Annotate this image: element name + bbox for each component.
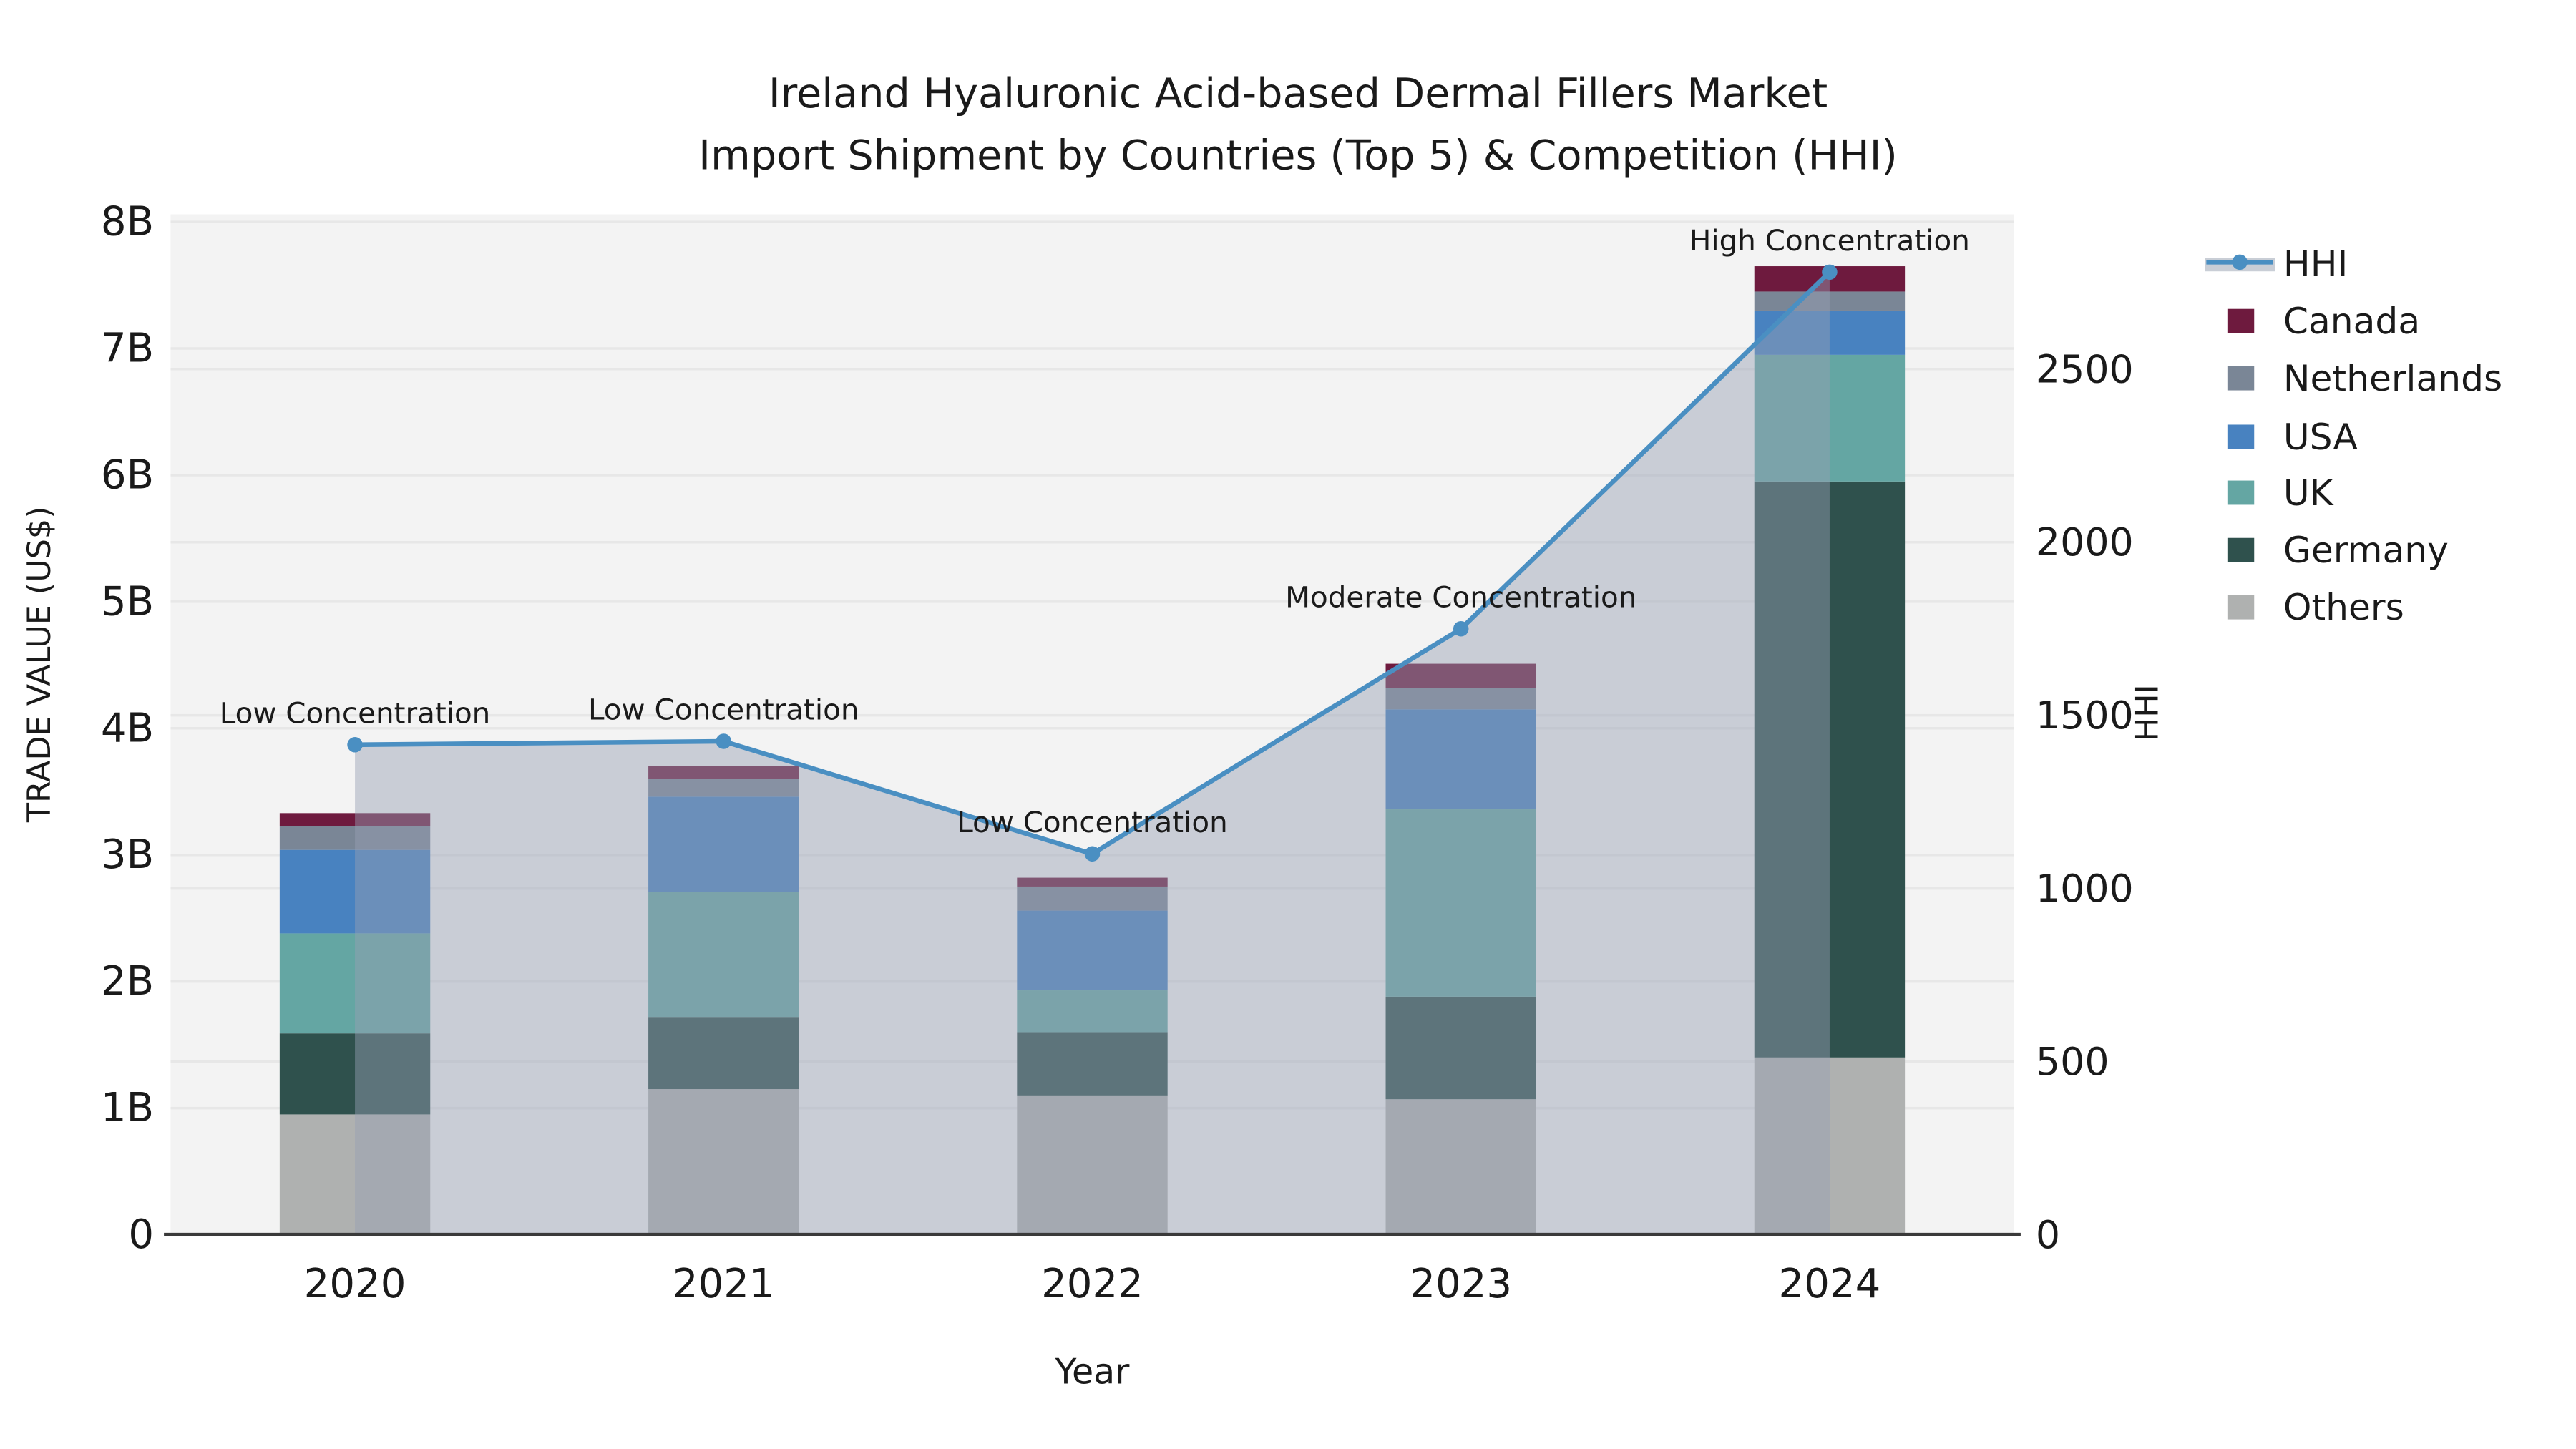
bar-2022-germany — [1017, 1032, 1168, 1096]
bar-2020-usa — [279, 849, 431, 934]
y-right-tick-1500: 1500 — [2036, 693, 2134, 738]
legend-swatch-netherlands — [2227, 366, 2255, 391]
bar-2021-uk — [648, 892, 799, 1018]
chart-title-line1: Ireland Hyaluronic Acid-based Dermal Fil… — [769, 69, 1828, 117]
y-left-axis-title: TRADE VALUE (US$) — [21, 507, 58, 824]
legend-label-canada: Canada — [2283, 300, 2420, 342]
bar-2020-netherlands — [279, 826, 431, 850]
x-tick-2020: 2020 — [304, 1261, 406, 1307]
bar-2023-usa — [1385, 709, 1536, 810]
bar-2024-netherlands — [1754, 291, 1906, 311]
hhi-area-fill — [355, 272, 1830, 1235]
legend-swatch-others — [2227, 595, 2255, 620]
bar-2024-uk — [1754, 354, 1906, 482]
bar-2020-uk — [279, 933, 431, 1034]
annotations: Low Concentration Low Concentration Low Co… — [220, 223, 1970, 839]
bar-2022-canada — [1017, 877, 1168, 887]
hhi-area — [355, 272, 1830, 1235]
bar-2021-usa — [648, 796, 799, 892]
y-right-tick-0: 0 — [2036, 1212, 2060, 1257]
bar-2020-canada — [279, 813, 431, 826]
bar-2021-others — [648, 1089, 799, 1235]
bar-2020-germany — [279, 1033, 431, 1115]
legend-label-germany: Germany — [2283, 529, 2449, 571]
y-left-tick-0: 0 — [128, 1211, 154, 1258]
x-tick-2024: 2024 — [1779, 1261, 1881, 1307]
bar-2023-germany — [1385, 996, 1536, 1100]
annotation-2021: Low Concentration — [588, 693, 859, 727]
x-tick-2023: 2023 — [1410, 1261, 1512, 1307]
y-left-tick-labels: 0 1B 2B 3B 4B 5B 6B 7B 8B — [101, 199, 154, 1258]
y-right-axis-title: HHI — [2129, 684, 2166, 741]
bar-2023-canada — [1385, 663, 1536, 688]
legend-swatch-uk — [2227, 480, 2255, 505]
hhi-markers — [347, 264, 1838, 862]
y-right-tick-2500: 2500 — [2036, 346, 2134, 391]
y-right-tick-labels: 0 500 1000 1500 2000 2500 — [2036, 346, 2134, 1257]
y-left-tick-1B: 1B — [101, 1085, 154, 1131]
hhi-point-2024 — [1822, 264, 1838, 280]
y-right-tick-1000: 1000 — [2036, 866, 2134, 911]
legend-swatch-germany — [2227, 537, 2255, 562]
legend-swatch-hhi-marker — [2232, 254, 2248, 270]
legend-label-others: Others — [2283, 586, 2404, 628]
bar-2021-germany — [648, 1017, 799, 1090]
x-tick-2021: 2021 — [673, 1261, 775, 1307]
y-left-tick-2B: 2B — [101, 958, 154, 1005]
annotation-2022: Low Concentration — [957, 805, 1228, 839]
y-right-tick-500: 500 — [2036, 1039, 2109, 1084]
legend-swatch-canada — [2227, 308, 2255, 333]
bar-2022-netherlands — [1017, 886, 1168, 911]
bar-2021-netherlands — [648, 779, 799, 797]
bar-2023-netherlands — [1385, 688, 1536, 710]
x-tick-labels: 2020 2021 2022 2023 2024 — [304, 1261, 1881, 1307]
y-left-tick-8B: 8B — [101, 199, 154, 245]
bar-2023-uk — [1385, 809, 1536, 997]
legend-swatch-usa — [2227, 424, 2255, 449]
bar-2022-usa — [1017, 910, 1168, 991]
hhi-point-2023 — [1453, 620, 1469, 637]
legend-label-hhi: HHI — [2283, 243, 2348, 285]
annotation-2020: Low Concentration — [220, 696, 491, 730]
y-right-tick-2000: 2000 — [2036, 519, 2134, 565]
bar-2021-canada — [648, 766, 799, 779]
y-left-tick-4B: 4B — [101, 705, 154, 751]
legend-label-usa: USA — [2283, 416, 2358, 458]
y-left-tick-5B: 5B — [101, 578, 154, 625]
bar-2020-others — [279, 1114, 431, 1235]
bar-2023-others — [1385, 1099, 1536, 1235]
y-left-tick-3B: 3B — [101, 831, 154, 878]
annotation-2023: Moderate Concentration — [1285, 580, 1636, 614]
x-tick-2022: 2022 — [1041, 1261, 1143, 1307]
bar-2022-uk — [1017, 990, 1168, 1033]
hhi-point-2022 — [1084, 846, 1101, 862]
bar-2022-others — [1017, 1095, 1168, 1235]
bar-2024-germany — [1754, 481, 1906, 1058]
bar-2024-others — [1754, 1057, 1906, 1235]
annotation-2024: High Concentration — [1689, 223, 1970, 258]
chart-title-line2: Import Shipment by Countries (Top 5) & C… — [698, 131, 1898, 179]
legend: HHI Canada Netherlands USA UK Germany Others — [2205, 243, 2502, 628]
legend-label-uk: UK — [2283, 472, 2334, 514]
hhi-point-2020 — [347, 737, 363, 753]
y-left-tick-6B: 6B — [101, 452, 154, 498]
y-left-tick-7B: 7B — [101, 326, 154, 372]
stacked-bars — [279, 266, 1906, 1235]
hhi-point-2021 — [716, 733, 732, 749]
legend-label-netherlands: Netherlands — [2283, 357, 2502, 399]
x-axis-title: Year — [1055, 1351, 1131, 1392]
